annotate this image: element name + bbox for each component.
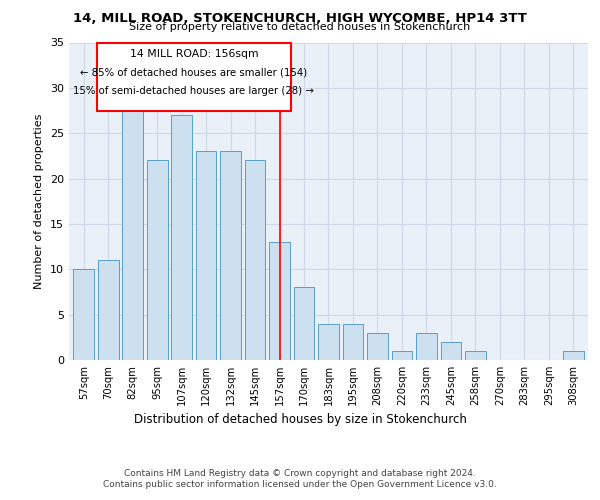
Text: 14 MILL ROAD: 156sqm: 14 MILL ROAD: 156sqm xyxy=(130,49,258,59)
Bar xyxy=(98,260,119,360)
Text: ← 85% of detached houses are smaller (154): ← 85% of detached houses are smaller (15… xyxy=(80,68,307,78)
Text: Distribution of detached houses by size in Stokenchurch: Distribution of detached houses by size … xyxy=(134,412,466,426)
Bar xyxy=(245,160,265,360)
Text: Contains HM Land Registry data © Crown copyright and database right 2024.: Contains HM Land Registry data © Crown c… xyxy=(124,469,476,478)
Text: 14, MILL ROAD, STOKENCHURCH, HIGH WYCOMBE, HP14 3TT: 14, MILL ROAD, STOKENCHURCH, HIGH WYCOMB… xyxy=(73,12,527,26)
Bar xyxy=(293,288,314,360)
Bar xyxy=(147,160,167,360)
Bar xyxy=(440,342,461,360)
Bar xyxy=(392,351,412,360)
Bar xyxy=(122,106,143,360)
Bar xyxy=(367,333,388,360)
Bar xyxy=(465,351,486,360)
Y-axis label: Number of detached properties: Number of detached properties xyxy=(34,114,44,289)
Bar xyxy=(563,351,584,360)
Text: Contains public sector information licensed under the Open Government Licence v3: Contains public sector information licen… xyxy=(103,480,497,489)
Bar xyxy=(343,324,364,360)
Text: 15% of semi-detached houses are larger (28) →: 15% of semi-detached houses are larger (… xyxy=(73,86,314,96)
Bar xyxy=(220,152,241,360)
Bar xyxy=(171,115,192,360)
Bar xyxy=(318,324,339,360)
Bar xyxy=(269,242,290,360)
Bar xyxy=(73,270,94,360)
Bar xyxy=(416,333,437,360)
FancyBboxPatch shape xyxy=(97,42,290,110)
Bar xyxy=(196,152,217,360)
Text: Size of property relative to detached houses in Stokenchurch: Size of property relative to detached ho… xyxy=(130,22,470,32)
